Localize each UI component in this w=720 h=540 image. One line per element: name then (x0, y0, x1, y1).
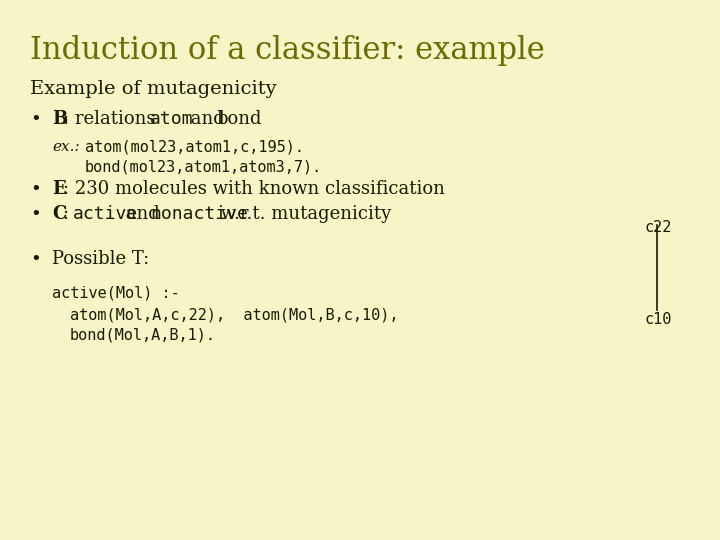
Text: C: C (52, 205, 66, 223)
Text: atom: atom (150, 110, 194, 128)
Text: •: • (30, 110, 41, 128)
Text: c10: c10 (645, 312, 672, 327)
Text: Possible T:: Possible T: (52, 250, 149, 268)
Text: •: • (30, 250, 41, 268)
Text: c22: c22 (645, 220, 672, 235)
Text: : 230 molecules with known classification: : 230 molecules with known classificatio… (63, 180, 445, 198)
Text: and: and (120, 205, 166, 223)
Text: bond(mol23,atom1,atom3,7).: bond(mol23,atom1,atom3,7). (85, 160, 323, 175)
Text: ex.:: ex.: (52, 140, 80, 154)
Text: bond(Mol,A,B,1).: bond(Mol,A,B,1). (70, 328, 216, 343)
Text: •: • (30, 205, 41, 223)
Text: B: B (52, 110, 67, 128)
Text: •: • (30, 180, 41, 198)
Text: active: active (73, 205, 138, 223)
Text: :: : (63, 205, 75, 223)
Text: bond: bond (216, 110, 261, 128)
Text: E: E (52, 180, 66, 198)
Text: w.r.t. mutagenicity: w.r.t. mutagenicity (215, 205, 391, 223)
Text: Induction of a classifier: example: Induction of a classifier: example (30, 35, 545, 66)
Text: atom(Mol,A,c,22),  atom(Mol,B,c,10),: atom(Mol,A,c,22), atom(Mol,B,c,10), (70, 307, 398, 322)
Text: active(Mol) :-: active(Mol) :- (52, 285, 180, 300)
Text: nonactive: nonactive (150, 205, 248, 223)
Text: atom(mol23,atom1,c,195).: atom(mol23,atom1,c,195). (85, 140, 304, 155)
Text: : relations: : relations (63, 110, 161, 128)
Text: and: and (185, 110, 230, 128)
Text: Example of mutagenicity: Example of mutagenicity (30, 80, 276, 98)
